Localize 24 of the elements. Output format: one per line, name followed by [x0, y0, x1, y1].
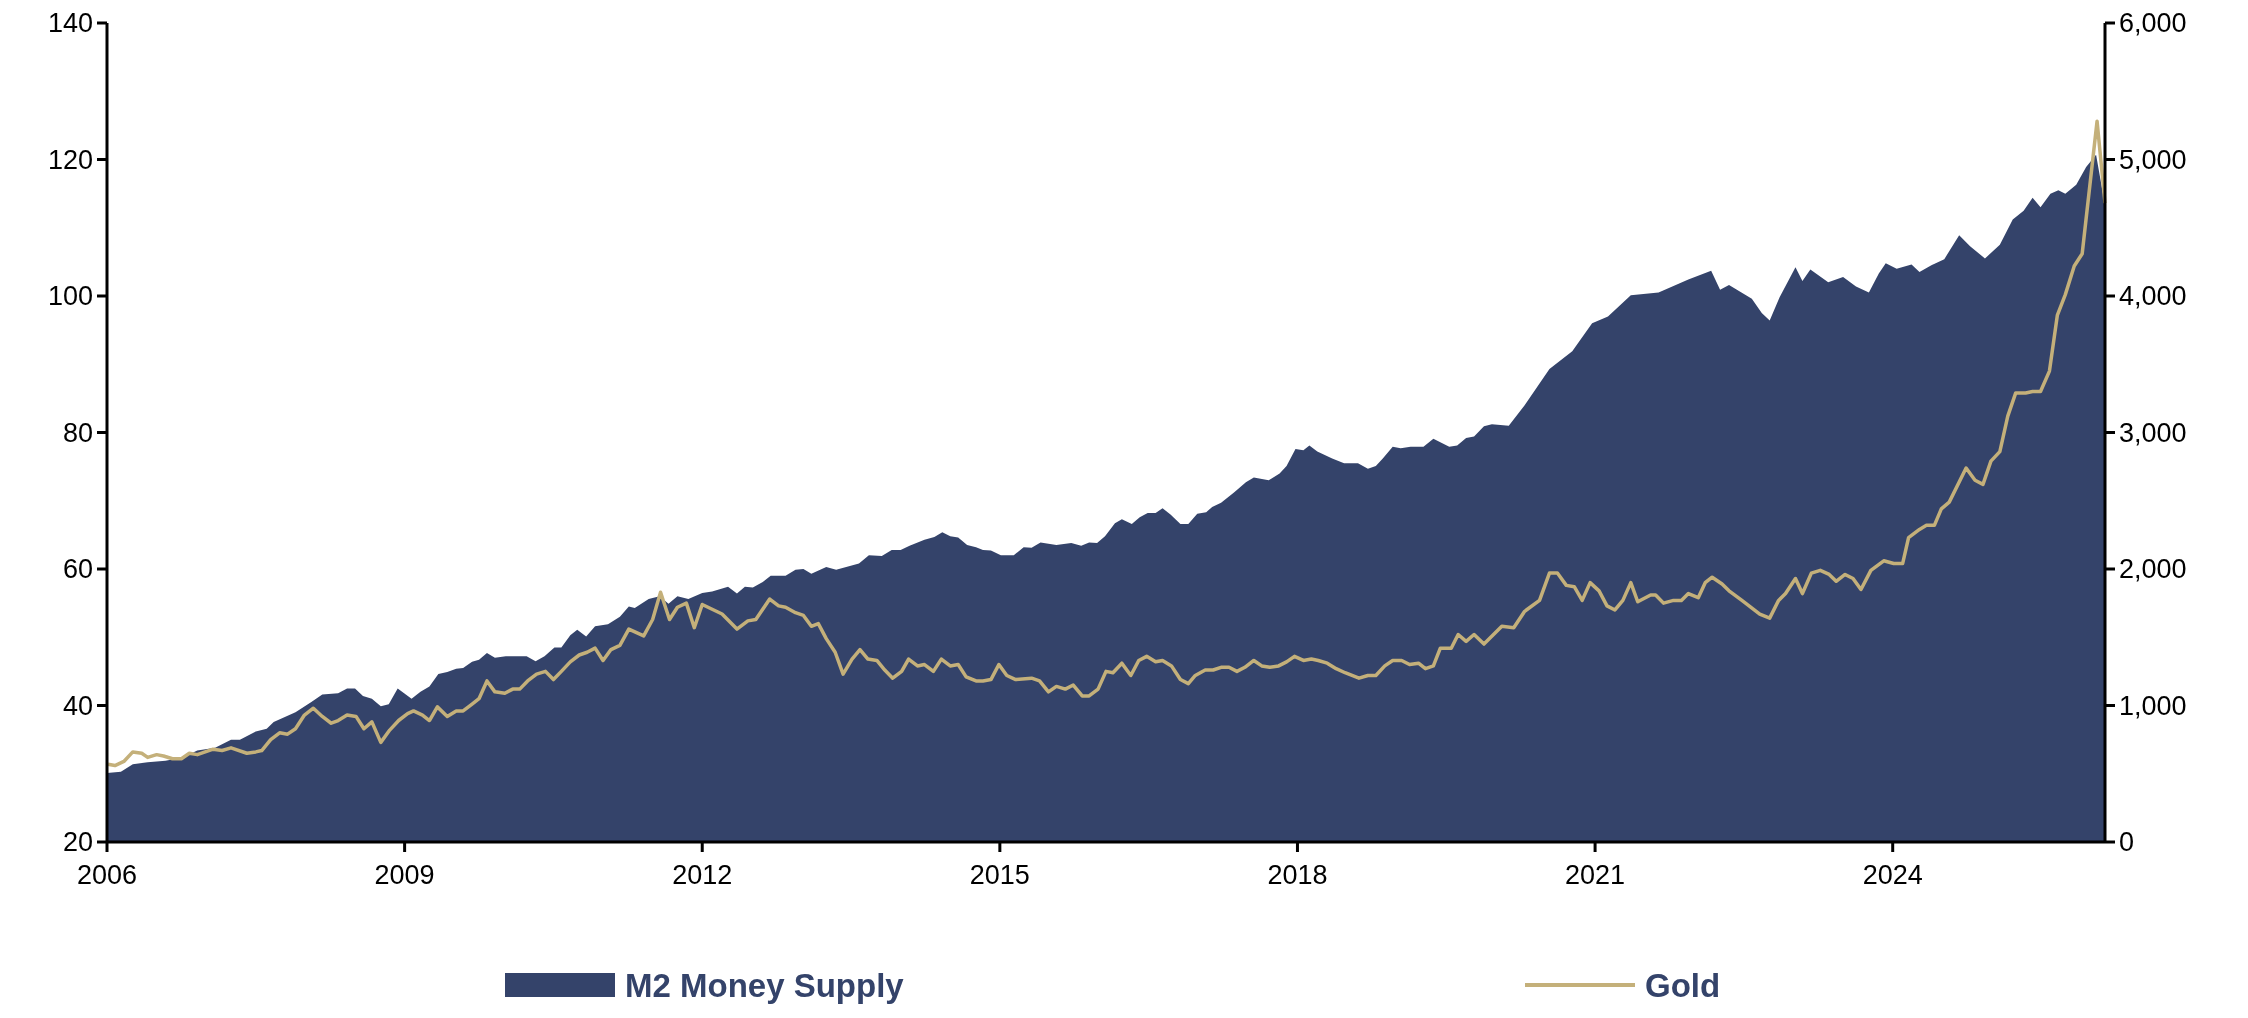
y2-tick-label: 2,000 [2119, 554, 2187, 585]
x-tick-label: 2021 [1565, 860, 1626, 890]
y-tick-label: 140 [47, 8, 93, 39]
x-tick-label: 2009 [374, 860, 435, 890]
x-tick-label: 2012 [672, 860, 733, 890]
y-tick-label: 120 [47, 144, 93, 175]
y2-tick-label: 4,000 [2119, 281, 2187, 312]
y-tick-label: 20 [62, 827, 93, 858]
y-tick-label: 40 [62, 690, 93, 721]
y-tick-label: 60 [62, 554, 93, 585]
y-tick-label: 100 [47, 281, 93, 312]
y2-tick-label: 6,000 [2119, 8, 2187, 39]
legend-label: M2 Money Supply [625, 966, 905, 1004]
legend-label: Gold [1645, 966, 1721, 1004]
y2-tick-label: 3,000 [2119, 417, 2187, 448]
y2-tick-label: 5,000 [2119, 144, 2187, 175]
x-tick-label: 2018 [1267, 860, 1328, 890]
y2-tick-label: 0 [2119, 827, 2135, 858]
x-tick-label: 2006 [76, 860, 138, 890]
y-tick-label: 80 [62, 417, 93, 448]
y2-tick-label: 1,000 [2119, 690, 2187, 721]
line-series [106, 119, 2107, 768]
x-tick-label: 2015 [969, 860, 1030, 890]
x-tick-label: 2024 [1862, 860, 1923, 890]
